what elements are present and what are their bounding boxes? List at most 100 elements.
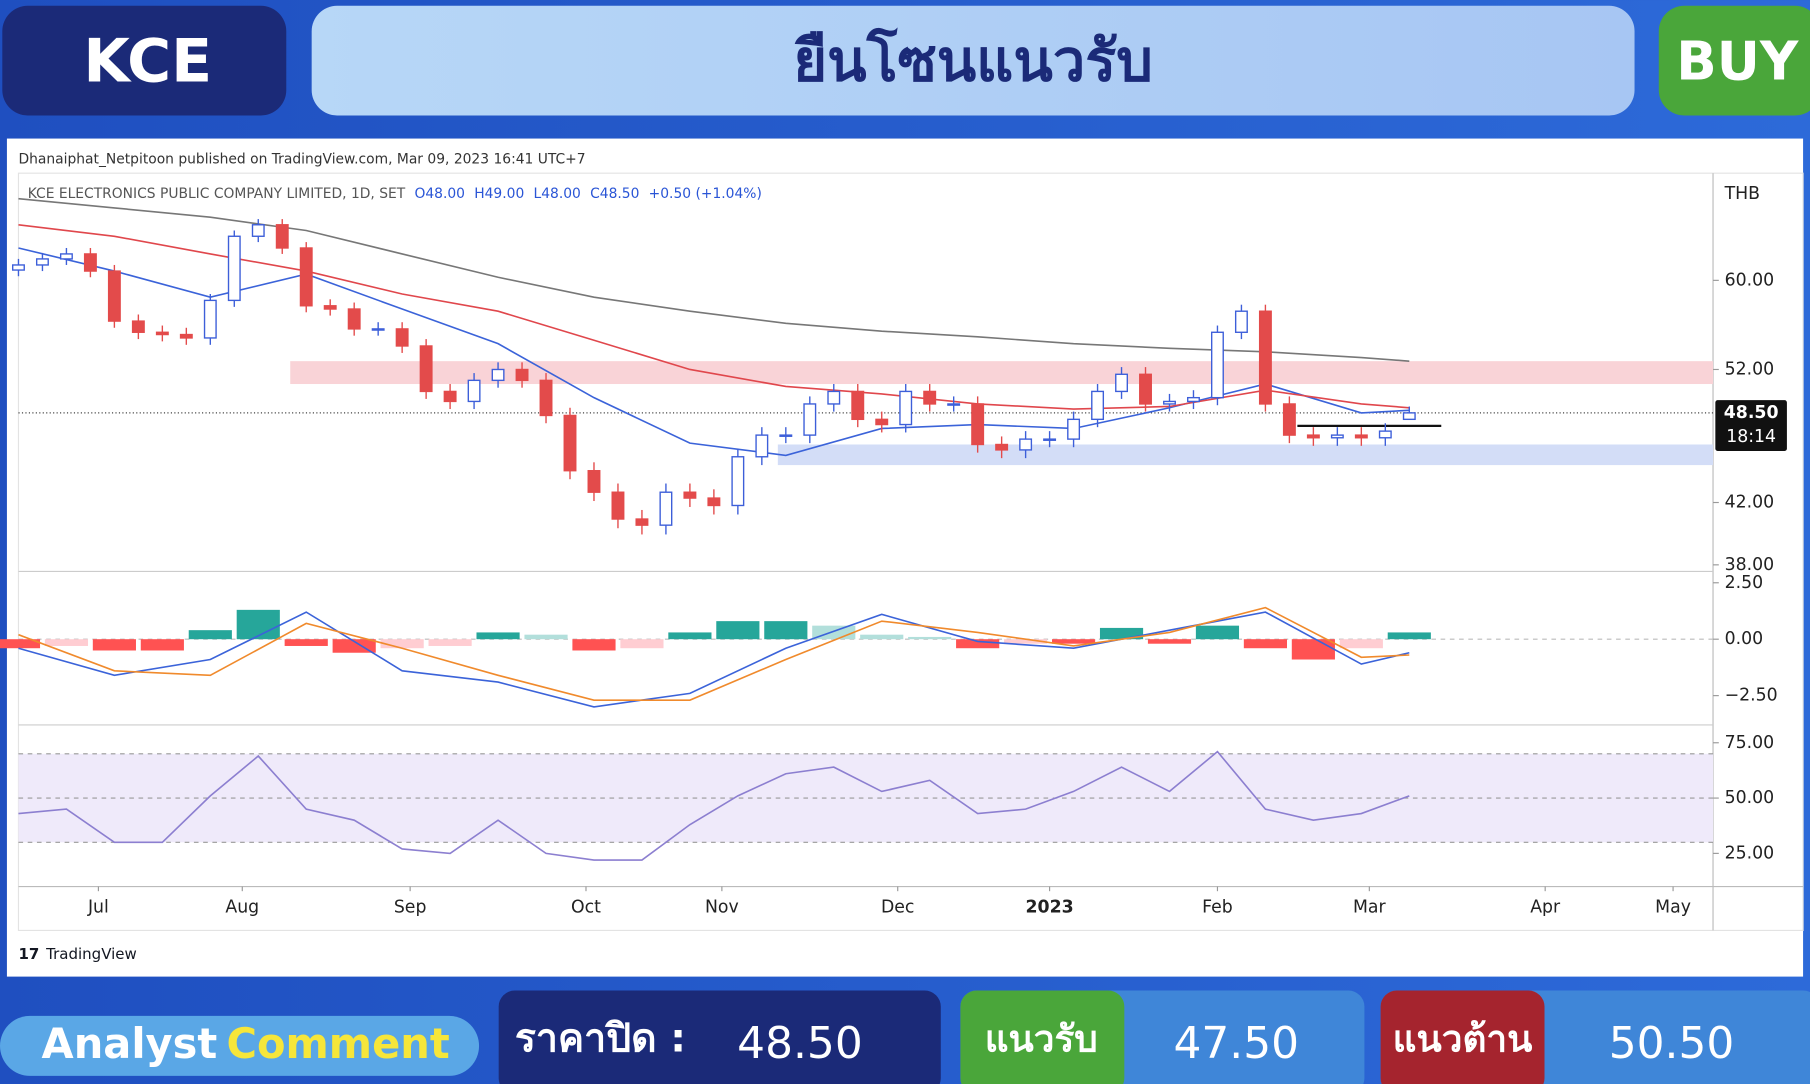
histogram-bar xyxy=(524,634,568,640)
candle-body xyxy=(563,414,577,472)
candle-body xyxy=(923,390,937,405)
histogram-bar xyxy=(956,639,1000,649)
histogram-bar xyxy=(188,630,232,640)
chart-frame xyxy=(17,172,1804,932)
candle-body xyxy=(1139,373,1152,405)
x-tick-label: 2023 xyxy=(1026,897,1074,917)
candle-body xyxy=(755,434,769,458)
x-tick-label: Mar xyxy=(1353,897,1387,917)
candle-body xyxy=(1187,396,1200,403)
y-tick-label: 52.00 xyxy=(1725,359,1775,379)
histogram-bar xyxy=(332,639,376,653)
close-value: 48.50 xyxy=(737,1018,863,1069)
histogram-bar xyxy=(764,621,808,640)
candle-body xyxy=(1282,403,1296,436)
x-tick-label: Aug xyxy=(225,897,259,917)
y-tick-label: 0.00 xyxy=(1725,629,1764,649)
resistance-value: 50.50 xyxy=(1609,1018,1735,1069)
candle-body xyxy=(1378,430,1392,439)
candle-body xyxy=(12,264,25,271)
close-box xyxy=(498,990,941,1084)
histogram-bar xyxy=(908,636,952,640)
candle-body xyxy=(107,270,121,322)
candle-body xyxy=(347,308,361,330)
candle-body xyxy=(251,224,265,237)
x-tick-label: May xyxy=(1655,897,1691,917)
countdown: 18:14 xyxy=(1726,427,1776,447)
candle-body xyxy=(899,390,913,426)
candle-body xyxy=(131,320,145,333)
histogram-bar xyxy=(380,639,424,649)
y-tick-label: 50.00 xyxy=(1725,788,1775,808)
candle-body xyxy=(803,403,817,436)
candle-body xyxy=(995,443,1009,451)
histogram-bar xyxy=(428,639,472,646)
candle-body xyxy=(947,403,961,406)
candle-body xyxy=(707,497,721,507)
candle-body xyxy=(491,368,505,382)
symbol-box xyxy=(2,5,287,116)
candle-body xyxy=(1330,434,1344,439)
histogram-bar xyxy=(476,632,520,640)
histogram-bar xyxy=(92,639,136,651)
resistance-box xyxy=(1380,990,1545,1084)
chart-panel xyxy=(6,138,1804,977)
signal: BUY xyxy=(1676,30,1799,92)
candle-body xyxy=(227,235,241,302)
candle-body xyxy=(371,328,385,331)
y-tick-label: 2.50 xyxy=(1725,573,1764,593)
x-tick-label: Dec xyxy=(881,897,914,917)
y-tick-label: 25.00 xyxy=(1725,843,1775,863)
resistance-label: แนวต้าน xyxy=(1393,1018,1533,1061)
candle-body xyxy=(1306,434,1320,439)
candle-body xyxy=(731,456,745,507)
candle-body xyxy=(971,403,985,446)
signal-box xyxy=(1658,5,1810,116)
brand: TradingView xyxy=(45,945,137,963)
rsi-line xyxy=(18,750,1410,861)
histogram-bar xyxy=(860,634,904,640)
candle-body xyxy=(539,379,553,417)
legend-line: KCE ELECTRONICS PUBLIC COMPANY LIMITED, … xyxy=(28,186,762,202)
histogram-bar xyxy=(44,639,89,646)
histogram-bar xyxy=(572,639,616,651)
comment-pill xyxy=(0,1015,480,1076)
candle-body xyxy=(1067,418,1081,440)
histogram-bar xyxy=(0,639,41,649)
candle-body xyxy=(827,390,841,405)
candle-body xyxy=(1091,390,1105,421)
candle-body xyxy=(419,345,433,393)
x-tick-label: Jul xyxy=(87,897,109,917)
analyst-comment: Analyst Comment xyxy=(42,1019,450,1068)
candle-body xyxy=(779,434,793,437)
candle-body xyxy=(851,390,865,421)
macd-line xyxy=(18,611,1410,708)
histogram-bar xyxy=(284,639,328,646)
histogram-bar xyxy=(236,609,280,640)
candle-body xyxy=(155,331,169,336)
publisher: Dhanaiphat_Netpitoon published on Tradin… xyxy=(18,151,585,167)
histogram-bar xyxy=(1195,625,1240,640)
y-tick-label: 42.00 xyxy=(1725,493,1775,513)
candle-body xyxy=(179,333,193,339)
currency: THB xyxy=(1724,184,1760,204)
candle-body xyxy=(59,253,73,260)
zone xyxy=(777,444,1714,466)
x-tick-label: Feb xyxy=(1202,897,1233,917)
macd-line xyxy=(18,606,1410,701)
histogram-bar xyxy=(620,639,664,649)
candle-body xyxy=(1043,438,1057,441)
candle-body xyxy=(299,247,313,307)
histogram-bar xyxy=(668,632,712,640)
histogram-bar xyxy=(1339,639,1383,649)
candle-body xyxy=(323,305,337,310)
close-label: ราคาปิด : xyxy=(515,1017,686,1062)
histogram-bar xyxy=(1004,639,1048,644)
x-tick-label: Oct xyxy=(571,897,601,917)
support-label: แนวรับ xyxy=(985,1018,1098,1061)
y-tick-label: −2.50 xyxy=(1725,686,1778,706)
histogram-bar xyxy=(1243,639,1287,649)
histogram-bar xyxy=(1291,639,1335,660)
x-tick-label: Nov xyxy=(705,897,739,917)
